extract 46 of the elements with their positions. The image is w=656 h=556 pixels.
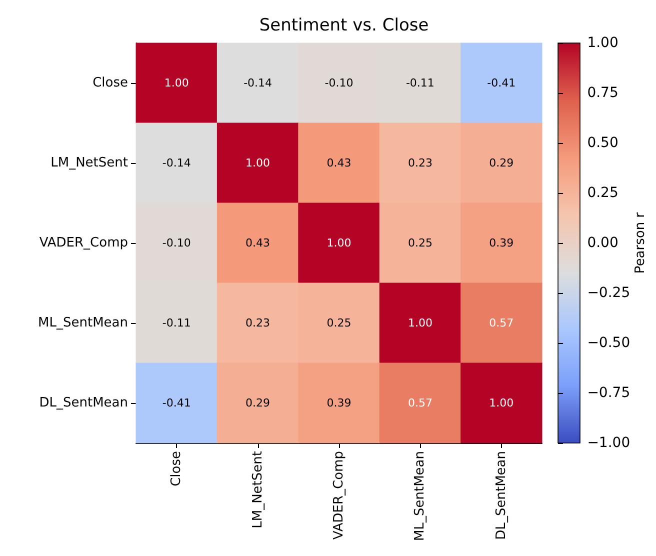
color-bar-title: Pearson r: [633, 212, 648, 274]
data-label: 0.43: [326, 156, 352, 170]
y-tick-label: ML_SentMean: [38, 316, 128, 330]
data-label: 0.23: [246, 316, 270, 330]
data-label: 0.25: [326, 316, 352, 330]
data-label: 0.57: [408, 396, 432, 410]
x-tick-label: DL_SentMean: [494, 451, 509, 540]
data-label: -0.10: [162, 236, 191, 250]
color-bar-label: −0.75: [587, 385, 630, 401]
color-bar-label: 0.25: [587, 185, 618, 201]
color-bar-label: −1.00: [587, 435, 630, 451]
y-tick-label: Close: [92, 76, 128, 90]
data-label: -0.11: [406, 76, 434, 90]
data-label: 0.43: [246, 236, 270, 250]
data-label: 1.00: [489, 396, 514, 410]
data-label: 0.57: [489, 316, 514, 330]
color-bar-label: −0.25: [587, 285, 630, 301]
data-label: -0.41: [162, 396, 191, 410]
data-label: -0.14: [162, 156, 191, 170]
data-label: -0.11: [162, 316, 191, 330]
y-tick-label: LM_NetSent: [50, 156, 128, 170]
chart-title: Sentiment vs. Close: [259, 16, 429, 36]
data-label: 0.39: [489, 236, 514, 250]
x-tick-label: ML_SentMean: [412, 451, 428, 541]
data-label: 0.29: [489, 156, 514, 170]
data-label: 0.25: [408, 236, 432, 250]
color-bar-label: −0.50: [587, 335, 630, 351]
y-tick-label: DL_SentMean: [39, 396, 128, 410]
data-label: 0.39: [326, 396, 352, 410]
data-label: 1.00: [326, 236, 352, 250]
data-label: -0.14: [244, 76, 272, 90]
data-label: 1.00: [408, 316, 432, 330]
x-tick-label: LM_NetSent: [250, 451, 266, 528]
color-bar-label: 1.00: [587, 35, 618, 51]
data-label: 1.00: [164, 76, 189, 90]
x-tick-label: VADER_Comp: [332, 451, 346, 540]
y-tick-label: VADER_Comp: [39, 236, 128, 250]
color-bar-label: 0.75: [587, 85, 618, 101]
data-label: 1.00: [246, 156, 270, 170]
color-bar-label: 0.00: [587, 235, 618, 251]
color-bar-label: 0.50: [587, 135, 618, 151]
x-tick-label: Close: [169, 451, 184, 486]
data-label: -0.41: [487, 76, 516, 90]
data-label: -0.10: [324, 76, 354, 90]
data-label: 0.23: [408, 156, 432, 170]
data-label: 0.29: [246, 396, 270, 410]
